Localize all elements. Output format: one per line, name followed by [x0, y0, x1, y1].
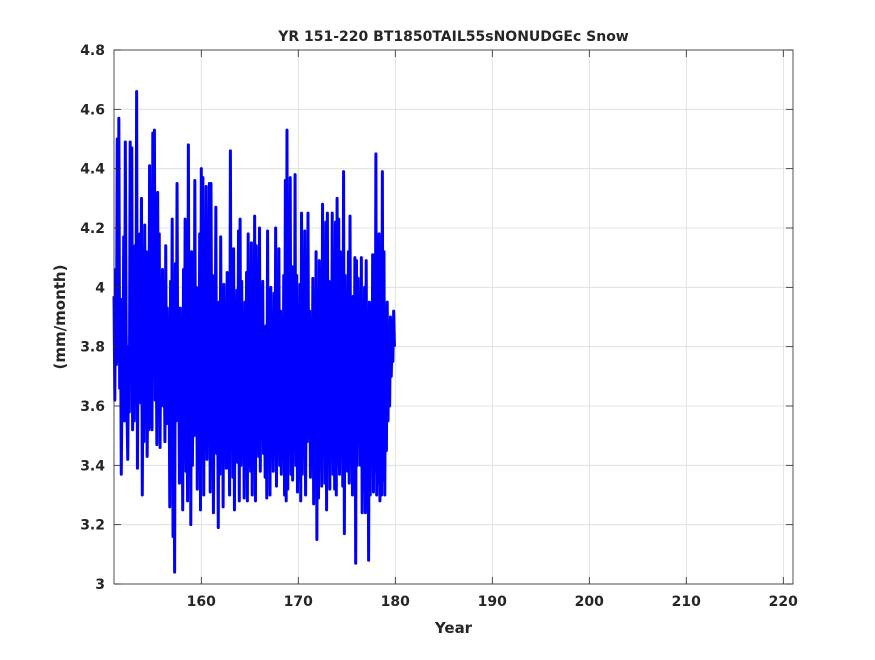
chart-title: YR 151-220 BT1850TAIL55sNONUDGEc Snow [277, 29, 629, 45]
y-tick-label: 4.6 [80, 102, 105, 118]
x-tick-label: 210 [672, 594, 701, 610]
y-tick-label: 4.2 [80, 221, 105, 237]
ticks [114, 49, 793, 585]
y-tick-label: 4.8 [80, 43, 105, 59]
y-tick-label: 3 [95, 577, 105, 593]
series-group [112, 90, 396, 574]
x-tick-labels: 160 170 180 190 200 210 220 [187, 594, 798, 610]
x-tick-label: 160 [187, 594, 216, 610]
x-tick-label: 190 [478, 594, 507, 610]
y-tick-labels: 3 3.2 3.4 3.6 3.8 4 4.2 4.4 4.6 4.8 [80, 43, 105, 593]
y-tick-label: 3.2 [80, 518, 105, 534]
x-tick-label: 180 [381, 594, 410, 610]
y-tick-label: 3.8 [80, 340, 105, 356]
y-tick-label: 4.4 [80, 162, 105, 178]
y-tick-label: 3.6 [80, 399, 105, 415]
axes-box [113, 49, 794, 585]
x-axis-label: Year [434, 619, 473, 637]
y-axis-label: (mm/month) [51, 265, 69, 370]
x-tick-label: 170 [284, 594, 313, 610]
series-line [112, 90, 396, 574]
x-tick-label: 200 [575, 594, 604, 610]
x-tick-label: 220 [769, 594, 798, 610]
y-tick-label: 3.4 [80, 458, 105, 474]
y-tick-label: 4 [95, 280, 105, 296]
